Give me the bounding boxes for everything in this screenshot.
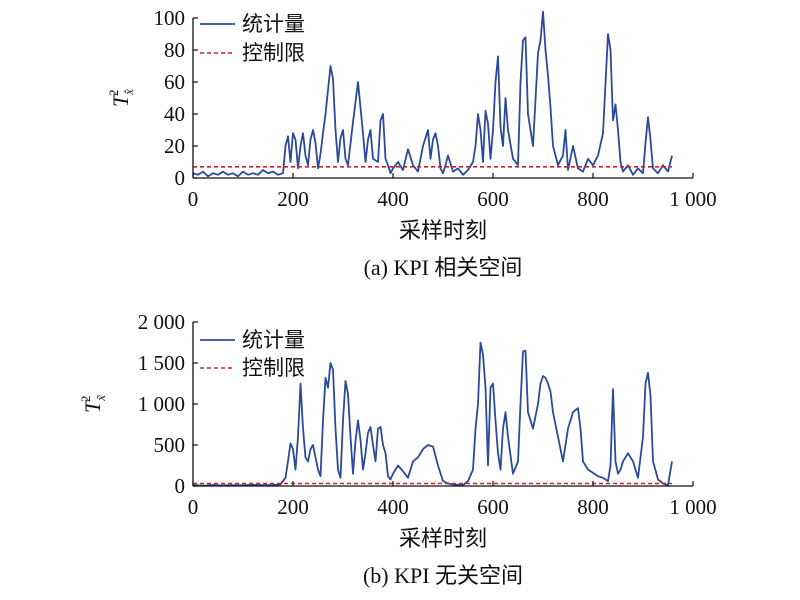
panel-b-series-statistic-line	[193, 341, 673, 486]
panel-b-legend: 统计量 控制限	[200, 328, 305, 380]
y-tick-label: 0	[175, 474, 186, 498]
panel-b-legend-limit-label: 控制限	[242, 356, 305, 380]
y-tick-label: 100	[154, 6, 186, 30]
x-tick-label: 1 000	[669, 495, 716, 519]
x-tick-label: 0	[188, 495, 199, 519]
panel-a-x-ticks: 0 200 400 600 800 1 000	[188, 173, 717, 211]
x-tick-label: 800	[577, 495, 609, 519]
x-tick-label: 600	[477, 187, 509, 211]
panel-a-series	[193, 10, 673, 178]
panel-b-legend-stat-label: 统计量	[242, 328, 305, 352]
y-tick-label: 500	[154, 433, 186, 457]
y-tick-label: 60	[164, 70, 185, 94]
x-tick-label: 1 000	[669, 187, 716, 211]
x-tick-label: 600	[477, 495, 509, 519]
panel-b-x-label: 采样时刻	[399, 527, 487, 552]
x-tick-label: 200	[277, 187, 309, 211]
x-tick-label: 800	[577, 187, 609, 211]
panel-b: 0 200 400 600 800 1 000 0 500 1 000 1 500 2 000 T…	[78, 310, 717, 588]
panel-a-legend-stat-label: 统计量	[242, 12, 305, 36]
x-tick-label: 400	[377, 187, 409, 211]
panel-b-y-label: Tx̃2	[78, 394, 108, 413]
x-tick-label: 200	[277, 495, 309, 519]
x-tick-label: 0	[188, 187, 199, 211]
y-tick-label: 80	[164, 38, 185, 62]
panel-b-y-ticks: 0 500 1 000 1 500 2 000	[138, 310, 198, 498]
y-tick-label: 40	[164, 102, 185, 126]
panel-a-y-ticks: 0 20 40 60 80 100	[154, 6, 198, 190]
y-tick-label: 1 500	[138, 351, 185, 375]
panel-a-legend: 统计量 控制限	[200, 12, 305, 65]
panel-a-y-label: Tx̂2	[106, 89, 136, 107]
panel-b-x-ticks: 0 200 400 600 800 1 000	[188, 481, 717, 519]
y-tick-label: 1 000	[138, 392, 185, 416]
y-tick-label: 20	[164, 134, 185, 158]
panel-a: 0 200 400 600 800 1 000 0 20 40 60 80 100 Tx̂2 采样时…	[106, 6, 717, 280]
panel-a-x-label: 采样时刻	[399, 219, 487, 244]
panel-a-legend-limit-label: 控制限	[242, 41, 305, 65]
panel-a-series-statistic-line	[193, 10, 673, 178]
y-tick-label: 2 000	[138, 310, 185, 334]
panel-a-caption: (a) KPI 相关空间	[364, 255, 523, 280]
panel-b-caption: (b) KPI 无关空间	[363, 563, 523, 588]
y-tick-label: 0	[175, 166, 186, 190]
x-tick-label: 400	[377, 495, 409, 519]
panel-b-series	[193, 341, 673, 486]
